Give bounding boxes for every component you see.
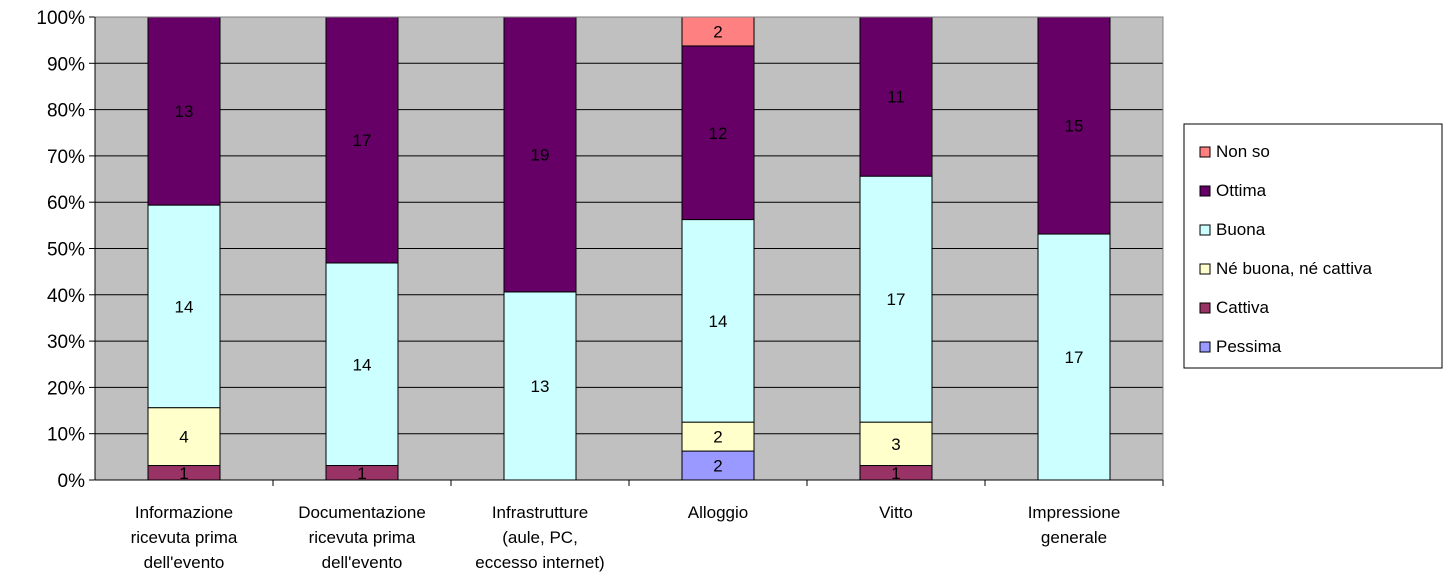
gridlines: [95, 62, 1163, 435]
x-tick-label: ricevuta prima: [131, 528, 238, 547]
x-tick-label: Documentazione: [298, 503, 426, 522]
bar-segment: [681, 45, 755, 221]
y-tick-label: 10%: [47, 425, 85, 446]
data-label: 17: [1065, 348, 1084, 367]
legend-entry: Ottima: [1216, 181, 1267, 200]
bar-segment: [147, 16, 221, 206]
bar-segment: [503, 291, 577, 481]
bar-segment: [859, 421, 933, 467]
y-tick-label: 70%: [47, 147, 85, 168]
data-label: 13: [175, 102, 194, 121]
data-label: 2: [713, 428, 722, 447]
x-tick-label: ricevuta prima: [309, 528, 416, 547]
bar-segment: [681, 421, 755, 452]
data-label: 19: [531, 145, 550, 164]
legend-swatch: [1199, 185, 1211, 197]
x-tick-label: dell'evento: [322, 553, 403, 572]
x-tick-label: Impressione: [1028, 503, 1121, 522]
x-tick-label: (aule, PC,: [502, 528, 578, 547]
x-tick-label: eccesso internet): [475, 553, 604, 572]
x-tick-label: generale: [1041, 528, 1107, 547]
data-label: 1: [357, 464, 366, 483]
data-label: 1: [179, 464, 188, 483]
y-tick-label: 100%: [36, 8, 85, 29]
bar-segment: [147, 204, 221, 409]
data-label: 14: [353, 355, 372, 374]
legend-entry: Buona: [1216, 220, 1266, 239]
data-label: 15: [1065, 117, 1084, 136]
x-tick-label: Informazione: [135, 503, 233, 522]
legend-swatch: [1199, 224, 1211, 236]
data-label: 13: [531, 377, 550, 396]
bar-segment: [325, 16, 399, 264]
bar-segment: [681, 219, 755, 423]
x-tick-label: dell'evento: [144, 553, 225, 572]
bar-segment: [147, 407, 221, 467]
data-label: 3: [891, 435, 900, 454]
y-tick-label: 80%: [47, 101, 85, 122]
data-label: 14: [175, 297, 194, 316]
data-label: 17: [353, 131, 372, 150]
x-tick-label: Infrastrutture: [492, 503, 588, 522]
legend-entry: Non so: [1216, 142, 1270, 161]
y-tick-label: 30%: [47, 332, 85, 353]
axes: 0% 10% 20% 30% 40% 50% 60% 70% 80% 90% 100% Informa…: [36, 8, 1164, 572]
y-tick-label: 20%: [47, 378, 85, 399]
y-tick-label: 0%: [58, 471, 86, 492]
y-tick-label: 40%: [47, 286, 85, 307]
data-label: 2: [713, 22, 722, 41]
legend: Non so Ottima Buona Né buona, né cattiva Cat…: [1183, 123, 1443, 369]
y-tick-label: 60%: [47, 193, 85, 214]
bar-segment: [681, 16, 755, 47]
bar-segment: [503, 16, 577, 293]
bar-segment: [1037, 16, 1111, 235]
legend-box: [1183, 123, 1443, 369]
legend-swatch: [1199, 146, 1211, 158]
data-label: 12: [709, 124, 728, 143]
data-label: 11: [887, 88, 905, 107]
data-label: 17: [887, 290, 906, 309]
legend-swatch: [1199, 263, 1211, 275]
x-tick-label: Alloggio: [688, 503, 749, 522]
data-label: 4: [179, 428, 188, 447]
legend-entry: Pessima: [1216, 337, 1282, 356]
data-label: 14: [709, 312, 728, 331]
legend-entry: Cattiva: [1216, 298, 1269, 317]
legend-swatch: [1199, 302, 1211, 314]
bar-segment: [859, 175, 933, 423]
legend-entry: Né buona, né cattiva: [1216, 259, 1372, 278]
y-tick-label: 50%: [47, 240, 85, 261]
y-tick-label: 90%: [47, 54, 85, 75]
x-tick-label: Vitto: [879, 503, 913, 522]
data-label: 2: [713, 457, 722, 476]
legend-swatch: [1199, 341, 1211, 353]
bar-segment: [325, 262, 399, 467]
data-label: 1: [891, 464, 900, 483]
